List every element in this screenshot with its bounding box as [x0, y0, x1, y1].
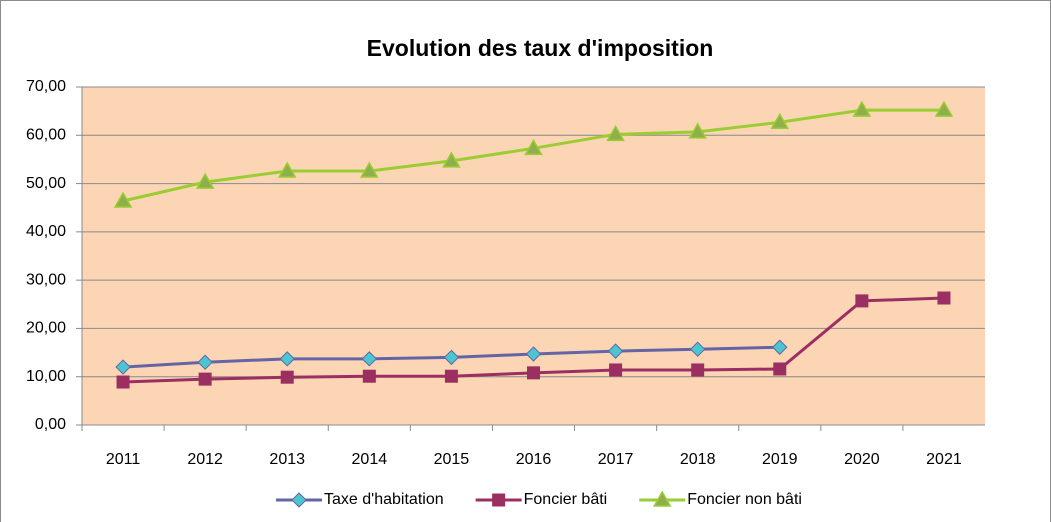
marker [607, 343, 624, 359]
y-tick-label: 70,00 [26, 78, 66, 95]
marker [360, 161, 379, 178]
legend-label: Foncier non bâti [687, 491, 802, 508]
x-tick-label: 2012 [187, 451, 223, 468]
marker [852, 100, 872, 117]
marker [198, 372, 212, 386]
marker [525, 346, 542, 362]
x-tick-label: 2020 [844, 451, 880, 468]
x-tick-label: 2018 [680, 451, 716, 468]
y-tick-label: 40,00 [26, 223, 66, 240]
marker [443, 349, 460, 366]
marker [277, 161, 297, 178]
y-tick-label: 50,00 [26, 175, 66, 192]
marker [116, 375, 130, 389]
marker [527, 366, 540, 380]
marker [362, 369, 376, 383]
marker [195, 172, 215, 189]
y-tick-label: 0,00 [35, 416, 66, 433]
y-tick-label: 10,00 [26, 368, 66, 385]
marker [688, 122, 707, 139]
chart-title: Evolution des taux d'imposition [367, 35, 714, 61]
legend-marker [652, 490, 672, 507]
legend-label: Foncier bâti [524, 491, 608, 508]
marker [361, 351, 378, 367]
marker [197, 354, 213, 370]
y-tick-label: 60,00 [26, 127, 66, 144]
x-tick-label: 2016 [516, 451, 552, 468]
marker [937, 291, 951, 305]
x-tick-label: 2011 [106, 451, 141, 468]
marker [115, 359, 131, 375]
marker [773, 362, 787, 376]
marker [524, 138, 543, 156]
marker [442, 151, 461, 168]
marker [691, 363, 705, 377]
marker [113, 191, 133, 208]
y-tick-label: 20,00 [26, 320, 66, 337]
x-tick-label: 2013 [269, 451, 305, 468]
marker [855, 294, 869, 308]
marker [772, 339, 788, 355]
y-tick-label: 30,00 [26, 271, 66, 288]
x-tick-label: 2021 [926, 451, 962, 468]
marker [606, 124, 625, 142]
marker [444, 369, 458, 383]
legend-label: Taxe d'habitation [324, 491, 444, 508]
marker [770, 112, 790, 129]
marker [689, 341, 706, 357]
legend-marker [492, 493, 506, 507]
legend-marker [291, 492, 307, 508]
x-tick-label: 2014 [352, 451, 388, 468]
marker [280, 370, 294, 384]
marker [279, 351, 295, 367]
x-tick-label: 2015 [434, 451, 470, 468]
marker [609, 363, 623, 377]
marker [934, 100, 954, 117]
x-tick-label: 2019 [762, 451, 798, 468]
x-tick-label: 2017 [598, 451, 634, 468]
